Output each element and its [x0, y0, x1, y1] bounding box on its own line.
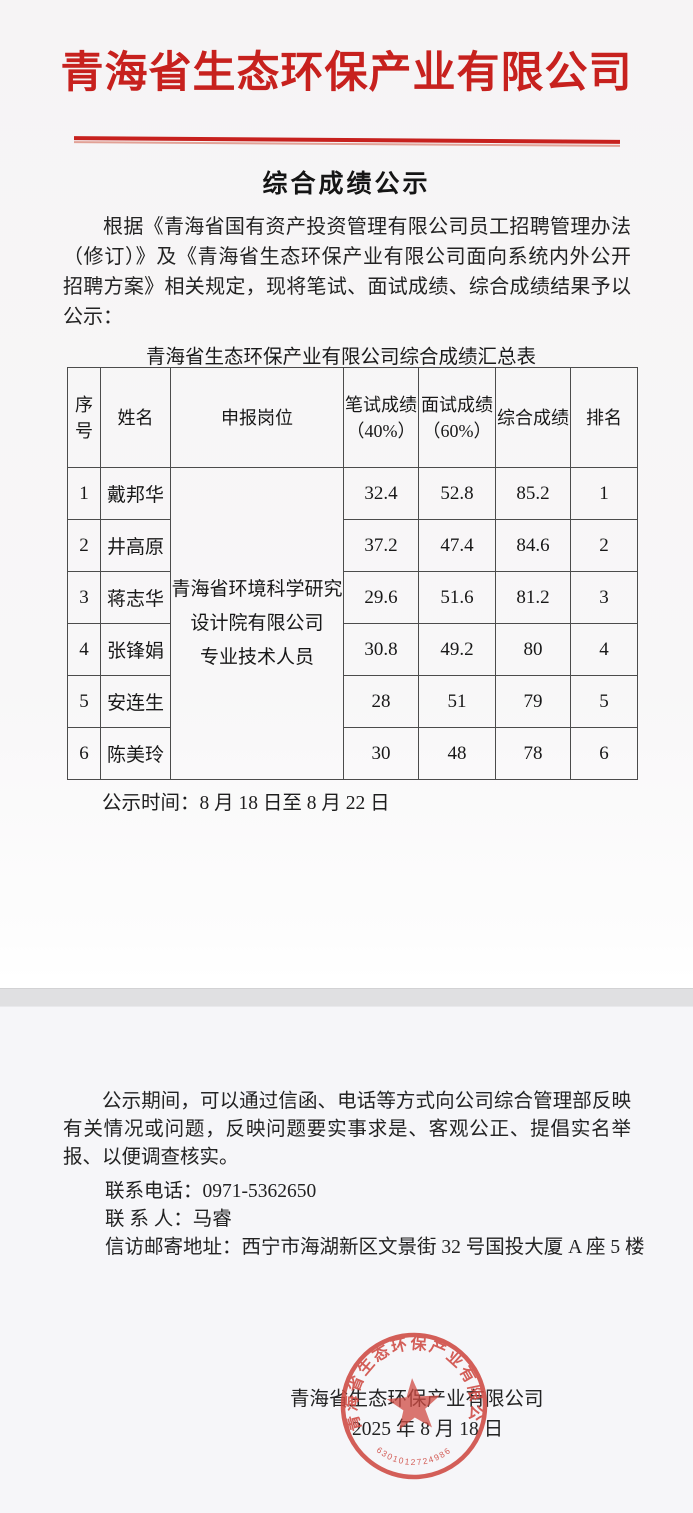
- cell-name: 张锋娟: [100, 623, 171, 676]
- cell-name: 安连生: [100, 675, 171, 728]
- page-gap-divider: [0, 988, 693, 1007]
- seal-star-icon: [386, 1378, 440, 1430]
- header-total-score: 综合成绩: [495, 367, 571, 468]
- table-row: 6 陈美玲 30 48 78 6: [67, 727, 638, 780]
- notice-period-line: 公示时间：8 月 18 日至 8 月 22 日: [102, 793, 390, 814]
- cell-written: 30.8: [343, 623, 419, 676]
- contact-phone-line: 联系电话：0971-5362650: [105, 1181, 317, 1202]
- cell-seq: 2: [67, 519, 101, 572]
- table-header-row: 序号 姓名 申报岗位 笔试成绩 （40%） 面试成绩 （60%） 综合成绩 排名: [67, 367, 638, 468]
- cell-total: 84.6: [495, 519, 571, 572]
- page-1: 青海省生态环保产业有限公司 综合成绩公示 根据《青海省国有资产投资管理有限公司员…: [0, 0, 693, 980]
- cell-interview: 49.2: [418, 623, 496, 676]
- cell-position-merged: 青海省环境科学研究 设计院有限公司 专业技术人员: [170, 467, 344, 780]
- cell-seq: 5: [67, 675, 101, 728]
- cell-written: 32.4: [343, 467, 419, 520]
- cell-total: 85.2: [495, 467, 571, 520]
- table-caption: 青海省生态环保产业有限公司综合成绩汇总表: [146, 347, 537, 368]
- header-written-score: 笔试成绩 （40%）: [343, 367, 419, 468]
- table-row: 4 张锋娟 30.8 49.2 80 4: [67, 623, 638, 676]
- header-seq: 序号: [67, 367, 101, 468]
- table-row: 5 安连生 28 51 79 5: [67, 675, 638, 728]
- letterhead-company-title: 青海省生态环保产业有限公司: [60, 50, 633, 97]
- intro-paragraph: 根据《青海省国有资产投资管理有限公司员工招聘管理办法（修订）》及《青海省生态环保…: [63, 216, 631, 328]
- cell-interview: 52.8: [418, 467, 496, 520]
- table-row: 2 井高原 37.2 47.4 84.6 2: [67, 519, 638, 572]
- cell-seq: 3: [67, 571, 101, 624]
- mail-address-line: 信访邮寄地址：西宁市海湖新区文景街 32 号国投大厦 A 座 5 楼: [105, 1237, 645, 1258]
- cell-written: 30: [343, 727, 419, 780]
- seal-group: 青海省生态环保产业有限公司 6301012724986: [337, 1329, 488, 1480]
- cell-rank: 2: [570, 519, 638, 572]
- cell-total: 79: [495, 675, 571, 728]
- table-row: 1 戴邦华 青海省环境科学研究 设计院有限公司 专业技术人员 32.4 52.8…: [67, 467, 638, 780]
- cell-interview: 51: [418, 675, 496, 728]
- cell-total: 81.2: [495, 571, 571, 624]
- seal-serial-number: 6301012724986: [374, 1440, 454, 1470]
- page-1-bottom-edge: [0, 980, 693, 988]
- cell-seq: 1: [67, 467, 101, 520]
- header-rank: 排名: [570, 367, 638, 468]
- cell-written: 37.2: [343, 519, 419, 572]
- cell-interview: 48: [418, 727, 496, 780]
- score-table: 序号 姓名 申报岗位 笔试成绩 （40%） 面试成绩 （60%） 综合成绩 排名…: [67, 367, 638, 780]
- cell-rank: 6: [570, 727, 638, 780]
- cell-name: 戴邦华: [100, 467, 171, 520]
- cell-interview: 47.4: [418, 519, 496, 572]
- document-title: 综合成绩公示: [262, 171, 431, 198]
- cell-rank: 3: [570, 571, 638, 624]
- cell-name: 陈美玲: [100, 727, 171, 780]
- cell-rank: 5: [570, 675, 638, 728]
- cell-name: 井高原: [100, 519, 171, 572]
- cell-seq: 6: [67, 727, 101, 780]
- cell-total: 78: [495, 727, 571, 780]
- cell-interview: 51.6: [418, 571, 496, 624]
- cell-total: 80: [495, 623, 571, 676]
- cell-rank: 4: [570, 623, 638, 676]
- seal-ring: [340, 1332, 488, 1480]
- red-divider: [73, 136, 621, 147]
- table-row: 3 蒋志华 29.6 51.6 81.2 3: [67, 571, 638, 624]
- company-seal: 青海省生态环保产业有限公司 6301012724986: [337, 1329, 488, 1480]
- cell-name: 蒋志华: [100, 571, 171, 624]
- cell-written: 29.6: [343, 571, 419, 624]
- header-position: 申报岗位: [170, 367, 344, 468]
- cell-seq: 4: [67, 623, 101, 676]
- signature-date: 2025 年 8 月 18 日: [352, 1419, 504, 1440]
- header-name: 姓名: [100, 367, 171, 468]
- header-interview-score: 面试成绩 （60%）: [418, 367, 496, 468]
- cell-written: 28: [343, 675, 419, 728]
- contact-person-line: 联 系 人：马睿: [105, 1209, 232, 1230]
- cell-rank: 1: [570, 467, 638, 520]
- feedback-paragraph: 公示期间，可以通过信函、电话等方式向公司综合管理部反映有关情况或问题，反映问题要…: [63, 1091, 631, 1168]
